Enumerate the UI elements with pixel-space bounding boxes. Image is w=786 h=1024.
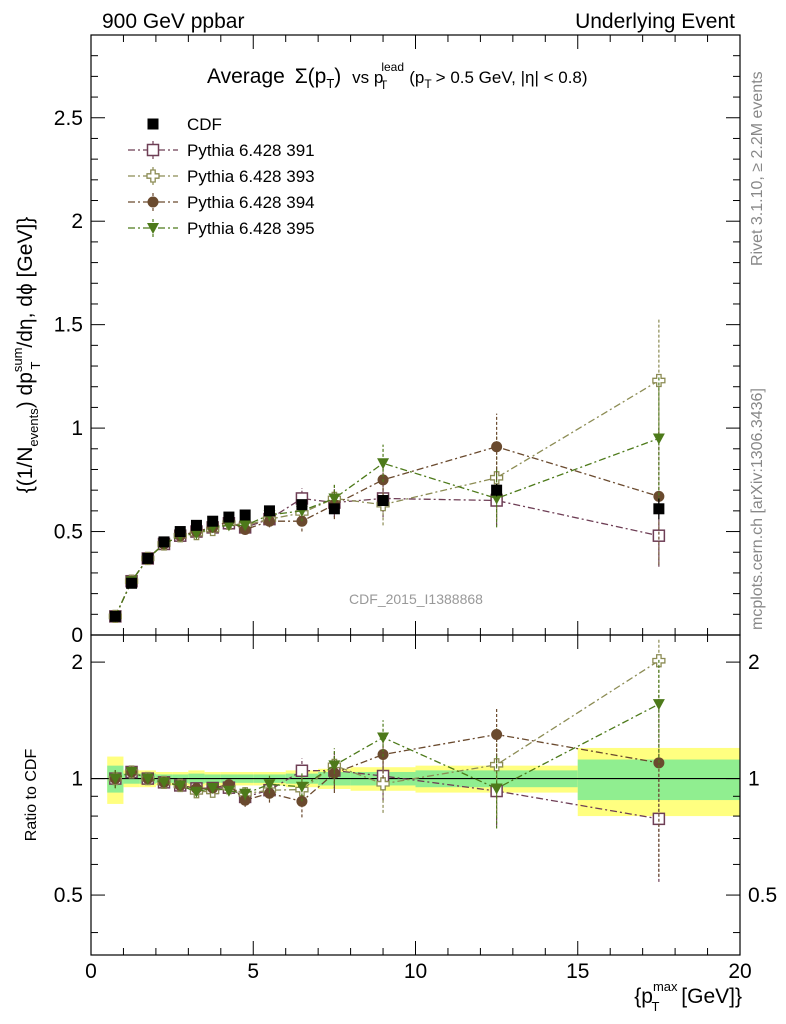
x-tick-labels: 0 5 10 15 20 [85, 960, 752, 983]
point-cdf [126, 577, 138, 589]
ratio-x-ticks [90, 635, 741, 955]
ratio-y-ticks: 0.5 0.5 1 1 2 2 [54, 651, 777, 934]
ratio-point-p395 [377, 732, 390, 744]
legend-label-p391: Pythia 6.428 391 [187, 141, 315, 160]
ratio-point-p393 [376, 777, 390, 791]
point-cdf [491, 484, 503, 496]
point-p395 [222, 520, 235, 532]
ratio-point-p394 [491, 728, 503, 740]
legend-label-p393: Pythia 6.428 393 [187, 167, 315, 186]
point-cdf [223, 511, 235, 523]
ratio-line-p395 [115, 703, 660, 795]
header-process-label: Underlying Event [575, 10, 735, 33]
y-tick-label-right: 1 [748, 768, 760, 791]
ratio-panel: 0.5 0.5 1 1 2 2 Ratio to CDF [23, 634, 777, 956]
rivet-version-label: Rivet 3.1.10, ≥ 2.2M events [749, 71, 766, 266]
point-cdf [158, 536, 170, 548]
point-p395 [239, 520, 252, 532]
y-tick-label-right: 0.5 [748, 884, 777, 907]
point-cdf [653, 503, 665, 515]
plot-title: Average Σ(pT) vs plead T (pT > 0.5 GeV, |η… [207, 60, 588, 94]
x-axis-label: {pmax T [GeV]} [634, 979, 742, 1014]
legend-marker-p391 [146, 143, 160, 157]
point-cdf [174, 526, 186, 538]
y-tick-label: 0.5 [54, 521, 83, 544]
legend-label-p395: Pythia 6.428 395 [187, 219, 315, 238]
y-tick-label: 1 [71, 768, 83, 791]
y-axis-main-label: {(1/Nevents) dpsum T/dη, dϕ [GeV]} [10, 217, 43, 494]
point-cdf [109, 610, 121, 622]
legend-marker-p393 [146, 169, 160, 183]
point-cdf [296, 499, 308, 511]
ratio-point-p395 [328, 760, 341, 772]
point-p394 [491, 441, 503, 453]
point-cdf [207, 515, 219, 527]
point-p395 [652, 433, 665, 445]
legend-marker-cdf [147, 118, 159, 130]
ratio-point-p395 [174, 780, 187, 792]
point-p395 [377, 458, 390, 470]
y-tick-label: 2 [71, 210, 83, 233]
ratio-point-p395 [295, 781, 308, 793]
ratio-point-p395 [206, 783, 219, 795]
y-tick-label-right: 2 [748, 651, 760, 674]
y-tick-label: 2.5 [54, 107, 83, 130]
legend-marker-p395 [147, 223, 159, 234]
legend-marker-p394 [147, 196, 159, 208]
ratio-point-p395 [263, 779, 276, 791]
point-p395 [490, 493, 503, 505]
legend: CDF Pythia 6.428 391 Pythia 6.428 393 Pythi… [128, 115, 315, 238]
y-tick-label: 2 [71, 651, 83, 674]
x-tick-label: 20 [728, 960, 751, 983]
legend-label-cdf: CDF [187, 115, 222, 134]
x-tick-label: 0 [85, 960, 97, 983]
ratio-point-p395 [109, 773, 122, 785]
y-tick-label: 0.5 [54, 884, 83, 907]
ratio-point-p395 [190, 786, 203, 798]
point-cdf [328, 503, 340, 515]
point-cdf [190, 519, 202, 531]
ratio-point-p395 [239, 788, 252, 800]
ratio-point-p395 [490, 783, 503, 795]
ratio-point-p395 [158, 777, 171, 789]
x-tick-label: 15 [566, 960, 589, 983]
point-p391 [652, 529, 666, 542]
y-tick-label: 0 [71, 624, 83, 647]
series-line-p394 [114, 446, 660, 617]
x-tick-label: 5 [247, 960, 259, 983]
main-panel: 0 0.5 1 1.5 2 2.5 Average Σ(pT) vs plead T (pT… [10, 34, 741, 647]
main-x-ticks [90, 35, 741, 635]
analysis-id-label: CDF_2015_I1388868 [349, 591, 483, 607]
x-tick-label: 10 [404, 960, 427, 983]
header-energy-label: 900 GeV ppbar [102, 10, 244, 33]
point-p395 [190, 528, 203, 540]
legend-label-p394: Pythia 6.428 394 [187, 193, 315, 212]
ratio-data-layer [91, 638, 740, 882]
ratio-point-p395 [141, 773, 154, 785]
point-p395 [328, 493, 341, 505]
y-axis-ratio-label: Ratio to CDF [23, 749, 40, 842]
y-tick-label: 1.5 [54, 314, 83, 337]
point-cdf [142, 552, 154, 564]
point-cdf [377, 495, 389, 507]
main-data-layer [108, 318, 666, 624]
ratio-point-p395 [125, 766, 138, 778]
main-y-ticks: 0 0.5 1 1.5 2 2.5 [54, 34, 740, 647]
point-cdf [239, 509, 251, 521]
point-p394 [653, 490, 665, 502]
y-tick-label: 1 [71, 417, 83, 440]
ratio-point-p395 [222, 785, 235, 797]
ratio-point-p395 [652, 699, 665, 711]
mcplots-label: mcplots.cern.ch [arXiv:1306.3436] [749, 388, 766, 630]
point-cdf [263, 505, 275, 517]
